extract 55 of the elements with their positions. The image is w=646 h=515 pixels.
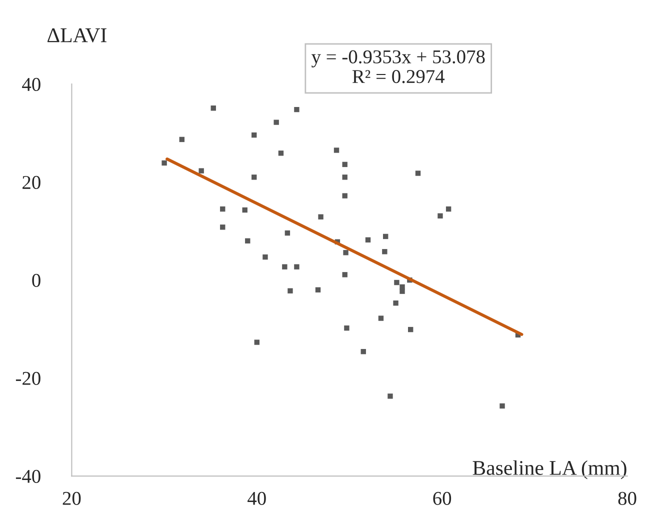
point [393,300,398,306]
point [360,348,366,354]
point [294,106,300,112]
point [315,287,321,292]
point [415,170,421,176]
y-tick-label: 20 [22,176,40,190]
point [210,106,216,111]
y-axis-title: ΔLAVI [48,28,106,42]
point [342,162,348,168]
point [274,120,279,125]
point [252,174,257,180]
y-tick-label: 0 [32,274,40,287]
point [400,288,405,294]
x-tick-label: 20 [62,492,81,505]
point [383,234,388,240]
point [342,174,348,180]
point [342,193,348,198]
point [179,136,184,142]
point [288,288,293,294]
x-tick-label: 60 [433,492,452,505]
point [198,168,204,174]
point [408,326,414,332]
y-tick-label: -20 [16,372,40,385]
point [394,280,400,286]
point [365,237,371,242]
point [220,224,226,230]
point [343,250,348,256]
y-tick-label: 40 [22,78,40,92]
point [318,214,324,220]
point [388,394,393,399]
point [500,403,505,409]
point [282,264,288,270]
y-tick-label: -40 [16,470,40,483]
point [284,230,290,236]
x-tick-label: 80 [618,492,636,505]
point [378,316,384,321]
point [438,213,443,218]
point [242,207,248,213]
point [262,254,268,260]
text: R² = 0.2974 [352,70,445,84]
x-tick-label: 40 [248,492,266,505]
point [446,206,452,212]
point [254,340,260,345]
point [162,160,167,166]
point [294,264,300,270]
point [334,148,340,153]
point [344,325,350,331]
point [252,132,257,138]
point [245,238,250,244]
text: y = -0.9353x + 53.078 [311,50,485,68]
point [220,206,226,212]
point [342,272,348,278]
point [382,249,388,254]
x-axis-title: Baseline LA (mm) [472,460,626,480]
point [278,150,284,156]
